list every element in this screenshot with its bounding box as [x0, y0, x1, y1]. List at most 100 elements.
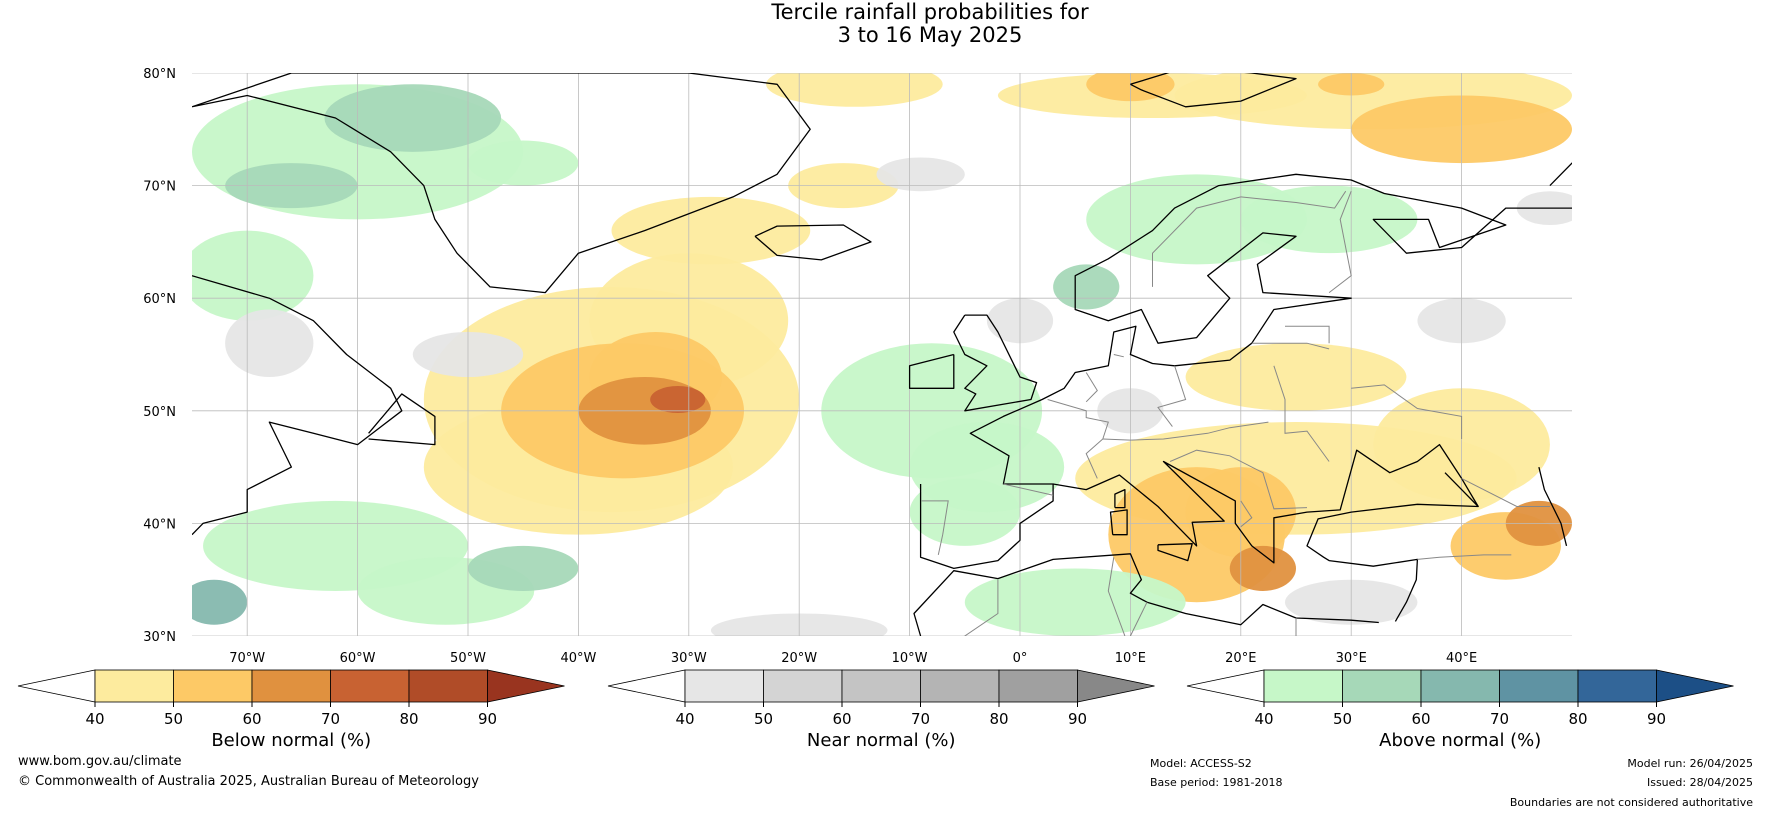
lat-tick-label: 70°N	[143, 180, 176, 195]
colorbar-tick-label: 40	[1254, 710, 1273, 728]
anomaly-region	[650, 386, 706, 414]
anomaly-region	[225, 309, 314, 378]
colorbar-right-arrow	[1656, 669, 1734, 703]
country-border	[1129, 601, 1148, 636]
colorbar-tick-label: 70	[321, 710, 340, 728]
colorbar-tick-label: 50	[754, 710, 773, 728]
colorbar-title: Above normal (%)	[1379, 730, 1541, 751]
anomaly-region	[766, 73, 943, 107]
coastline	[1538, 466, 1568, 547]
colorbar-tick-label: 70	[911, 710, 930, 728]
chart-title-line1: Tercile rainfall probabilities for	[771, 0, 1089, 24]
colorbar-segment	[841, 669, 921, 703]
colorbar-title: Near normal (%)	[807, 730, 956, 751]
colorbar-segment	[1263, 669, 1343, 703]
coastline	[1114, 488, 1126, 509]
country-border	[1461, 477, 1550, 507]
colorbar-left-arrow	[607, 669, 686, 703]
country-border	[1102, 421, 1269, 441]
lat-tick-label: 80°N	[143, 67, 176, 82]
country-border	[1047, 399, 1109, 479]
country-border	[1251, 342, 1330, 350]
website-text: www.bom.gov.au/climate	[18, 754, 182, 769]
colorbar-tick-label: 60	[1411, 710, 1430, 728]
colorbar-tick-label: 80	[1568, 710, 1587, 728]
colorbar-segment	[763, 669, 843, 703]
colorbar-tick-label: 80	[399, 710, 418, 728]
model-run-text: Model run: 26/04/2025	[1627, 757, 1753, 770]
country-border	[1113, 354, 1124, 358]
coastline	[1052, 443, 1479, 622]
base-period-text: Base period: 1981-2018	[1150, 776, 1283, 789]
anomaly-region	[1240, 185, 1418, 254]
lon-tick-label: 40°W	[560, 651, 596, 666]
coastline	[754, 224, 872, 261]
lat-tick-label: 30°N	[143, 630, 176, 645]
country-border	[921, 500, 949, 556]
country-border	[1240, 190, 1347, 209]
lon-tick-label: 70°W	[229, 651, 265, 666]
colorbar-segment	[330, 669, 410, 703]
coastline	[913, 553, 1379, 636]
country-border	[1085, 372, 1098, 403]
lat-tick-label: 50°N	[143, 405, 176, 420]
colorbar-tick-label: 70	[1490, 710, 1509, 728]
colorbar-tick-label: 90	[478, 710, 497, 728]
colorbar-right-arrow	[487, 669, 565, 703]
colorbar-tick-label: 40	[675, 710, 694, 728]
colorbar-left-arrow	[1186, 669, 1265, 703]
lon-tick-label: 30°W	[671, 651, 707, 666]
anomaly-region	[468, 140, 579, 186]
anomaly-region	[611, 196, 811, 265]
lon-tick-label: 0°	[1013, 651, 1028, 666]
colorbar-title: Below normal (%)	[211, 730, 371, 751]
country-border	[1107, 557, 1126, 636]
lon-tick-label: 50°W	[450, 651, 486, 666]
colorbar-tick-label: 60	[242, 710, 261, 728]
colorbar-segment	[408, 669, 488, 703]
colorbar-left-arrow	[17, 669, 96, 703]
colorbar-tick-label: 50	[1333, 710, 1352, 728]
lon-tick-label: 20°W	[781, 651, 817, 666]
anomaly-region	[324, 84, 502, 152]
colorbar-segment	[920, 669, 1000, 703]
disclaimer-text: Boundaries are not considered authoritat…	[1509, 796, 1753, 809]
country-border	[1003, 483, 1054, 496]
coastline	[1130, 73, 1297, 108]
model-text: Model: ACCESS-S2	[1150, 757, 1252, 770]
country-border	[1240, 500, 1253, 528]
colorbar-tick-label: 50	[164, 710, 183, 728]
colorbar-segment	[1499, 669, 1579, 703]
lon-tick-label: 20°E	[1225, 651, 1256, 666]
lat-tick-label: 60°N	[143, 292, 176, 307]
coastline	[1444, 472, 1479, 507]
anomaly-region	[1053, 264, 1120, 310]
colorbar-tick-label: 90	[1068, 710, 1087, 728]
colorbar-tick-label: 60	[832, 710, 851, 728]
colorbar-segment	[684, 669, 764, 703]
map-layer	[192, 73, 1572, 636]
colorbar-segment	[1420, 669, 1500, 703]
lon-tick-label: 30°E	[1336, 651, 1367, 666]
colorbar-tick-label: 80	[989, 710, 1008, 728]
lon-tick-label: 10°W	[892, 651, 928, 666]
country-border	[1157, 365, 1187, 427]
coastline	[192, 275, 403, 536]
coastline	[1549, 162, 1572, 187]
country-border	[963, 579, 999, 636]
lat-tick-label: 40°N	[143, 517, 176, 532]
anomaly-region	[909, 422, 1065, 513]
colorbar-segment	[1577, 669, 1657, 703]
chart-title-line2: 3 to 16 May 2025	[837, 23, 1023, 47]
coastline	[908, 353, 955, 389]
colorbar-segment	[998, 669, 1078, 703]
lon-tick-label: 60°W	[340, 651, 376, 666]
anomaly-region	[468, 545, 579, 591]
lon-tick-label: 40°E	[1446, 651, 1477, 666]
country-border	[1417, 554, 1512, 560]
country-border	[1351, 384, 1463, 439]
coastline	[1157, 543, 1193, 562]
coastline	[192, 73, 811, 294]
copyright-text: © Commonwealth of Australia 2025, Austra…	[18, 774, 479, 789]
